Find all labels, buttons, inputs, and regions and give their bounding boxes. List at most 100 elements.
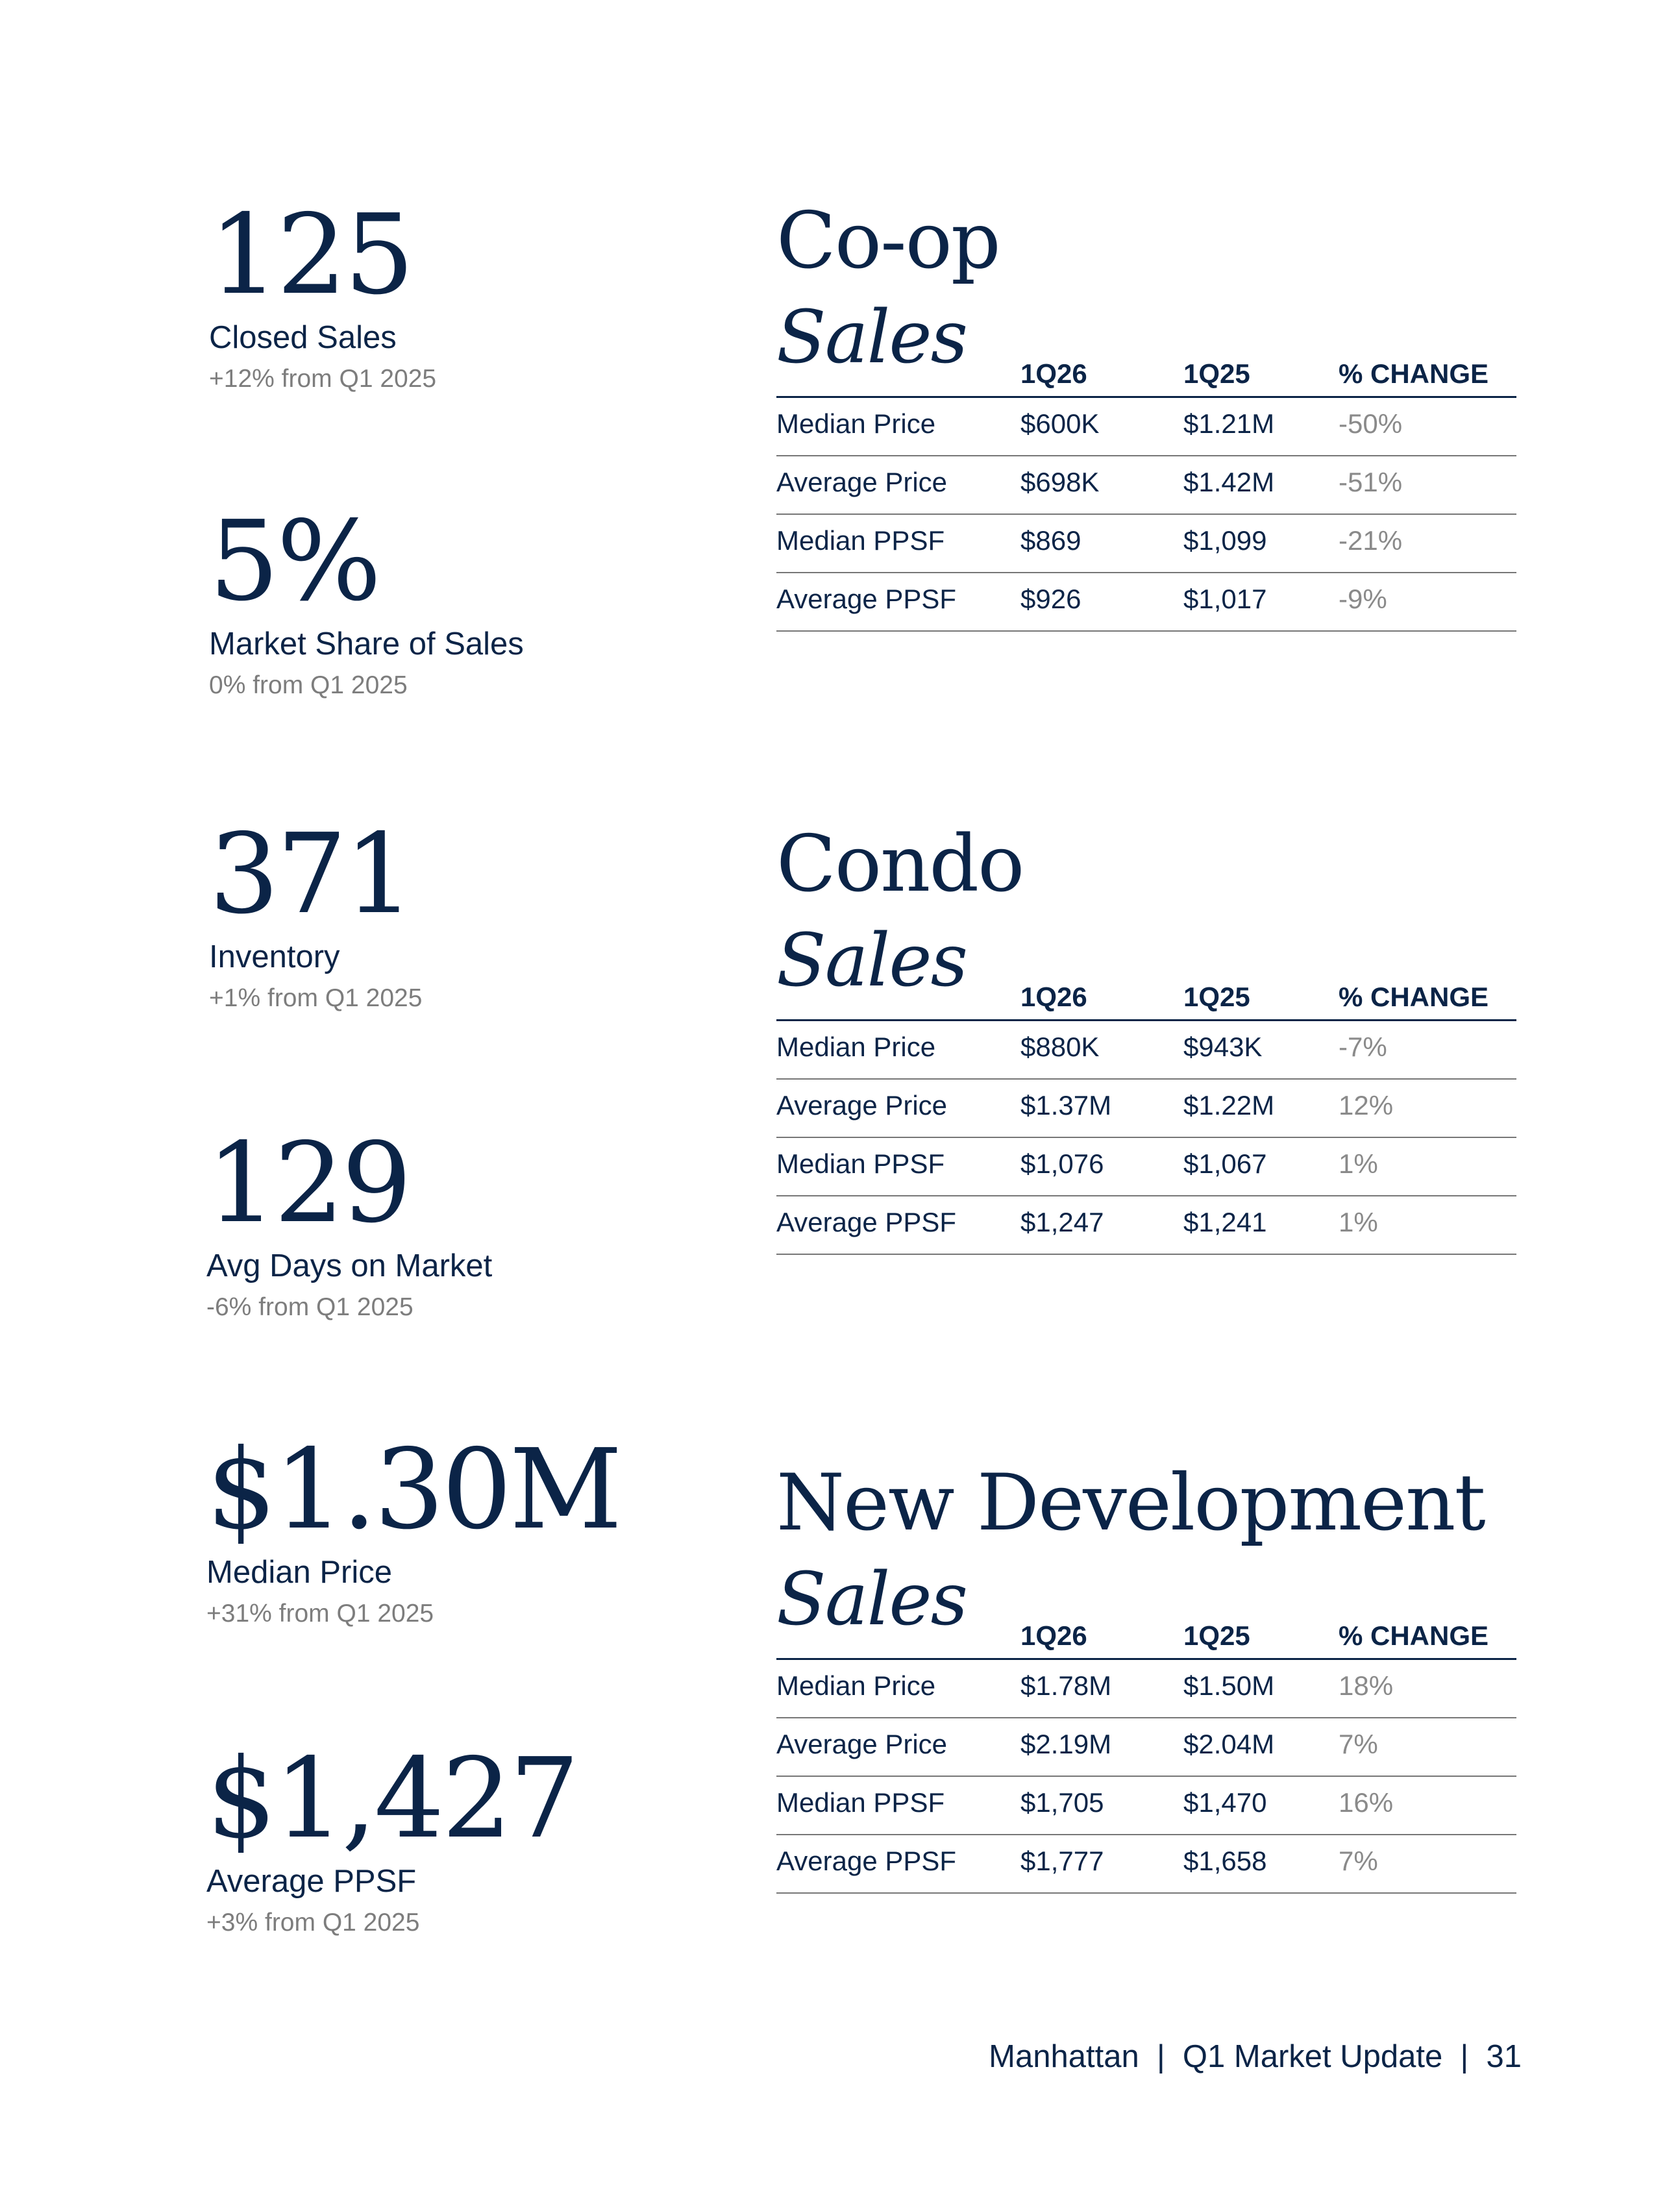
row-1q25: $1,067 bbox=[1183, 1148, 1267, 1179]
row-metric: Median Price bbox=[776, 1032, 936, 1062]
stat-label: Average PPSF bbox=[206, 1864, 417, 1899]
row-1q26: $1,705 bbox=[1020, 1787, 1104, 1818]
row-metric: Average Price bbox=[776, 1090, 948, 1120]
new-development-table: 1Q26 1Q25 % CHANGE Median Price $1.78M $… bbox=[776, 1620, 1516, 1894]
table-header: 1Q26 1Q25 % CHANGE bbox=[776, 982, 1516, 1021]
row-metric: Median PPSF bbox=[776, 1787, 945, 1818]
row-change: 1% bbox=[1339, 1148, 1378, 1179]
row-1q25: $2.04M bbox=[1183, 1729, 1275, 1759]
table-header: 1Q26 1Q25 % CHANGE bbox=[776, 1620, 1516, 1660]
row-1q25: $1.21M bbox=[1183, 408, 1275, 439]
section-subtitle: Sales bbox=[776, 919, 968, 1003]
row-1q25: $1,241 bbox=[1183, 1207, 1267, 1237]
row-change: -51% bbox=[1339, 467, 1403, 497]
table-row: Median Price $880K $943K -7% bbox=[776, 1021, 1516, 1080]
stat-change: +3% from Q1 2025 bbox=[206, 1909, 420, 1937]
row-1q26: $1,777 bbox=[1020, 1846, 1104, 1876]
row-change: 12% bbox=[1339, 1090, 1394, 1120]
col-header-1q26: 1Q26 bbox=[1020, 358, 1087, 389]
row-change: -7% bbox=[1339, 1032, 1387, 1062]
footer-separator: | bbox=[1156, 2039, 1165, 2074]
stat-market-share: 5% Market Share of Sales 0% from Q1 2025 bbox=[209, 506, 793, 700]
row-1q26: $1,247 bbox=[1020, 1207, 1104, 1237]
stat-average-ppsf: $1,427 Average PPSF +3% from Q1 2025 bbox=[206, 1744, 791, 1937]
row-metric: Median PPSF bbox=[776, 1148, 945, 1179]
row-1q26: $926 bbox=[1020, 584, 1081, 614]
col-header-change: % CHANGE bbox=[1339, 1620, 1489, 1651]
stat-value: $1,427 bbox=[206, 1735, 580, 1863]
table-row: Average Price $698K $1.42M -51% bbox=[776, 456, 1516, 515]
row-metric: Average PPSF bbox=[776, 584, 957, 614]
page-footer: Manhattan | Q1 Market Update | 31 bbox=[989, 2038, 1522, 2075]
row-1q26: $869 bbox=[1020, 525, 1081, 556]
row-metric: Average PPSF bbox=[776, 1846, 957, 1876]
stat-label: Market Share of Sales bbox=[209, 626, 524, 662]
table-header: 1Q26 1Q25 % CHANGE bbox=[776, 358, 1516, 398]
stat-inventory: 371 Inventory +1% from Q1 2025 bbox=[209, 819, 793, 1013]
table-row: Median Price $600K $1.21M -50% bbox=[776, 398, 1516, 456]
row-metric: Median Price bbox=[776, 408, 936, 439]
stat-label: Avg Days on Market bbox=[206, 1248, 493, 1283]
row-change: 7% bbox=[1339, 1729, 1378, 1759]
table-row: Median PPSF $869 $1,099 -21% bbox=[776, 515, 1516, 573]
row-metric: Average PPSF bbox=[776, 1207, 957, 1237]
coop-section: Co-op Sales 1Q26 1Q25 % CHANGE Median Pr… bbox=[776, 196, 1516, 632]
col-header-1q25: 1Q25 bbox=[1183, 358, 1250, 389]
stat-change: +12% from Q1 2025 bbox=[209, 365, 437, 393]
row-1q25: $1,099 bbox=[1183, 525, 1267, 556]
new-development-section: New Development Sales 1Q26 1Q25 % CHANGE… bbox=[776, 1458, 1516, 1894]
row-1q26: $600K bbox=[1020, 408, 1100, 439]
col-header-1q26: 1Q26 bbox=[1020, 1620, 1087, 1651]
row-change: 1% bbox=[1339, 1207, 1378, 1237]
stat-closed-sales: 125 Closed Sales +12% from Q1 2025 bbox=[209, 200, 793, 393]
row-1q25: $1.22M bbox=[1183, 1090, 1275, 1120]
stat-change: +1% from Q1 2025 bbox=[209, 984, 423, 1012]
row-change: 18% bbox=[1339, 1670, 1394, 1701]
row-1q25: $1,017 bbox=[1183, 584, 1267, 614]
row-1q25: $1,470 bbox=[1183, 1787, 1267, 1818]
stat-median-price: $1.30M Median Price +31% from Q1 2025 bbox=[206, 1435, 791, 1628]
col-header-change: % CHANGE bbox=[1339, 982, 1489, 1012]
stat-days-on-market: 129 Avg Days on Market -6% from Q1 2025 bbox=[206, 1128, 791, 1322]
col-header-1q25: 1Q25 bbox=[1183, 1620, 1250, 1651]
condo-table: 1Q26 1Q25 % CHANGE Median Price $880K $9… bbox=[776, 982, 1516, 1255]
footer-separator: | bbox=[1460, 2039, 1469, 2074]
stat-label: Closed Sales bbox=[209, 320, 397, 355]
row-metric: Average Price bbox=[776, 1729, 948, 1759]
section-title: New Development bbox=[776, 1458, 1486, 1548]
section-subtitle: Sales bbox=[776, 295, 968, 380]
table-row: Average PPSF $1,247 $1,241 1% bbox=[776, 1196, 1516, 1255]
row-1q25: $1.50M bbox=[1183, 1670, 1275, 1701]
footer-market: Manhattan bbox=[989, 2039, 1139, 2074]
table-row: Median Price $1.78M $1.50M 18% bbox=[776, 1660, 1516, 1718]
row-1q25: $1.42M bbox=[1183, 467, 1275, 497]
stat-change: +31% from Q1 2025 bbox=[206, 1600, 434, 1628]
table-row: Average Price $1.37M $1.22M 12% bbox=[776, 1080, 1516, 1138]
section-subtitle: Sales bbox=[776, 1557, 968, 1642]
stat-value: 5% bbox=[209, 497, 382, 626]
row-1q25: $943K bbox=[1183, 1032, 1263, 1062]
row-1q25: $1,658 bbox=[1183, 1846, 1267, 1876]
condo-section: Condo Sales 1Q26 1Q25 % CHANGE Median Pr… bbox=[776, 826, 1516, 1255]
col-header-change: % CHANGE bbox=[1339, 358, 1489, 389]
section-title: Co-op bbox=[776, 196, 1001, 286]
page-number: 31 bbox=[1486, 2039, 1522, 2074]
row-1q26: $880K bbox=[1020, 1032, 1100, 1062]
stat-value: 371 bbox=[209, 810, 414, 939]
stat-change: -6% from Q1 2025 bbox=[206, 1293, 414, 1321]
table-row: Median PPSF $1,705 $1,470 16% bbox=[776, 1777, 1516, 1835]
row-change: -50% bbox=[1339, 408, 1403, 439]
coop-table: 1Q26 1Q25 % CHANGE Median Price $600K $1… bbox=[776, 358, 1516, 632]
table-row: Median PPSF $1,076 $1,067 1% bbox=[776, 1138, 1516, 1196]
row-1q26: $1,076 bbox=[1020, 1148, 1104, 1179]
stat-value: 125 bbox=[209, 191, 414, 319]
col-header-1q25: 1Q25 bbox=[1183, 982, 1250, 1012]
row-metric: Median PPSF bbox=[776, 525, 945, 556]
stat-change: 0% from Q1 2025 bbox=[209, 671, 408, 699]
row-change: -9% bbox=[1339, 584, 1387, 614]
row-1q26: $1.78M bbox=[1020, 1670, 1112, 1701]
stat-value: 129 bbox=[206, 1119, 412, 1248]
stat-label: Median Price bbox=[206, 1555, 392, 1590]
row-1q26: $1.37M bbox=[1020, 1090, 1112, 1120]
row-metric: Median Price bbox=[776, 1670, 936, 1701]
